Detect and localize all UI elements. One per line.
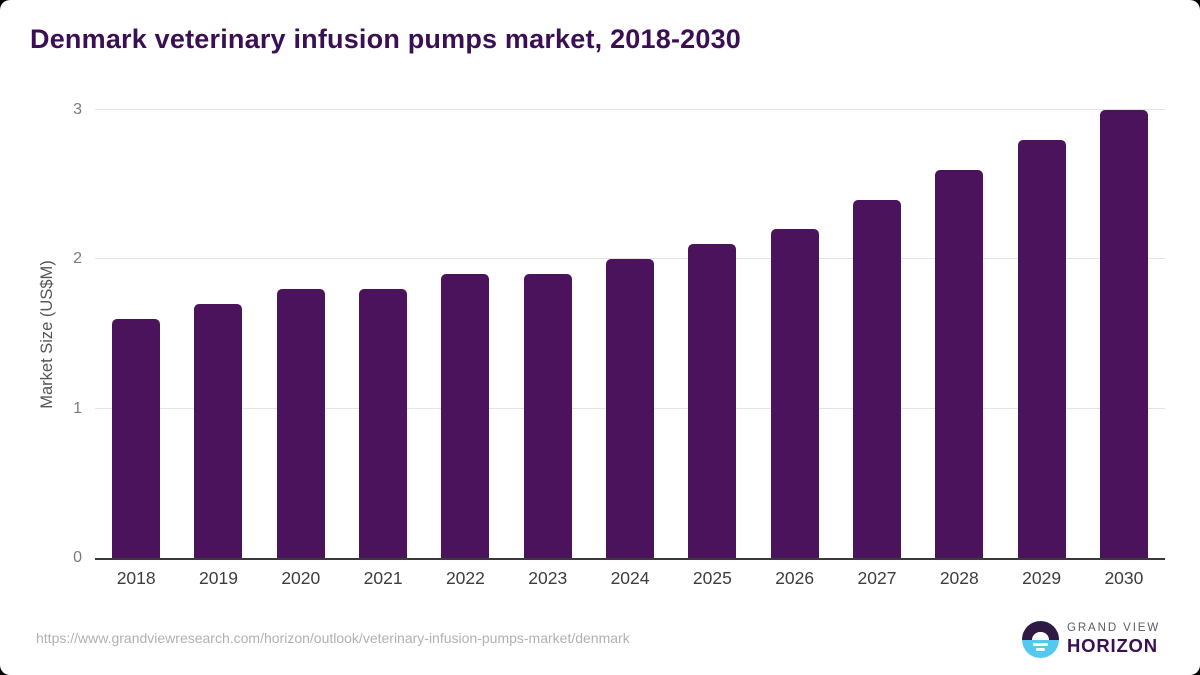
bar-2021 xyxy=(359,289,408,558)
bar-2028 xyxy=(935,169,984,558)
bar-cell-2018 xyxy=(95,110,177,558)
bar-2020 xyxy=(276,289,325,558)
gridline-3 xyxy=(95,109,1165,110)
x-tick-2018: 2018 xyxy=(116,568,156,588)
logo-icon-sky xyxy=(1022,621,1059,641)
logo-icon-reflection-line-1 xyxy=(1033,642,1048,646)
logo-icon-sun-dome xyxy=(1032,631,1049,641)
y-tick-1: 1 xyxy=(73,399,82,417)
x-tick-2020: 2020 xyxy=(281,568,321,588)
horizon-sunset-circle-icon xyxy=(1022,621,1059,658)
bar-cell-2030 xyxy=(1083,110,1165,558)
bar-cell-2022 xyxy=(424,110,506,558)
x-tick-2026: 2026 xyxy=(775,568,815,588)
bar-2022 xyxy=(441,274,490,558)
bars-row xyxy=(95,110,1165,558)
bar-cell-2028 xyxy=(918,110,1000,558)
bar-cell-2026 xyxy=(754,110,836,558)
x-tick-2027: 2027 xyxy=(857,568,897,588)
bar-2018 xyxy=(112,319,161,558)
bar-cell-2020 xyxy=(260,110,342,558)
logo-brand-top: GRAND VIEW xyxy=(1067,622,1161,634)
plot-area xyxy=(95,109,1165,560)
logo-text: GRAND VIEW HORIZON xyxy=(1067,622,1160,657)
gridline-2 xyxy=(95,258,1165,260)
x-tick-2022: 2022 xyxy=(445,568,485,588)
x-tick-2029: 2029 xyxy=(1022,568,1062,588)
bar-cell-2021 xyxy=(342,110,424,558)
bar-cell-2025 xyxy=(671,110,753,558)
y-tick-2: 2 xyxy=(73,250,82,268)
y-axis-tick-labels: 0 1 2 3 xyxy=(0,101,84,566)
bar-cell-2023 xyxy=(507,110,589,558)
bar-2024 xyxy=(606,259,655,558)
x-tick-2023: 2023 xyxy=(528,568,568,588)
bar-cell-2029 xyxy=(1000,110,1082,558)
x-tick-2024: 2024 xyxy=(610,568,650,588)
bar-2026 xyxy=(770,229,819,558)
x-tick-2028: 2028 xyxy=(939,568,979,588)
logo-icon-reflection-line-2 xyxy=(1036,648,1045,651)
bar-2027 xyxy=(852,199,901,558)
bar-2030 xyxy=(1099,110,1148,558)
grand-view-horizon-logo: GRAND VIEW HORIZON xyxy=(1022,621,1160,658)
bar-2025 xyxy=(688,244,737,558)
bar-2029 xyxy=(1017,139,1066,558)
x-tick-2021: 2021 xyxy=(363,568,403,588)
logo-brand-bottom: HORIZON xyxy=(1067,635,1158,656)
x-tick-2019: 2019 xyxy=(199,568,238,588)
bar-2023 xyxy=(523,274,572,558)
bar-2019 xyxy=(194,304,243,558)
chart-title: Denmark veterinary infusion pumps market… xyxy=(30,24,742,54)
x-tick-2030: 2030 xyxy=(1104,568,1144,588)
x-tick-2025: 2025 xyxy=(692,568,732,588)
y-tick-0: 0 xyxy=(73,549,82,566)
source-url: https://www.grandviewresearch.com/horizo… xyxy=(36,630,630,646)
bar-cell-2024 xyxy=(589,110,671,558)
bar-cell-2027 xyxy=(836,110,918,558)
y-tick-3: 3 xyxy=(73,101,82,118)
bar-cell-2019 xyxy=(177,110,259,558)
x-axis-tick-labels: 2018 2019 2020 2021 2022 2023 2024 2025 2026 2027… xyxy=(95,568,1165,589)
